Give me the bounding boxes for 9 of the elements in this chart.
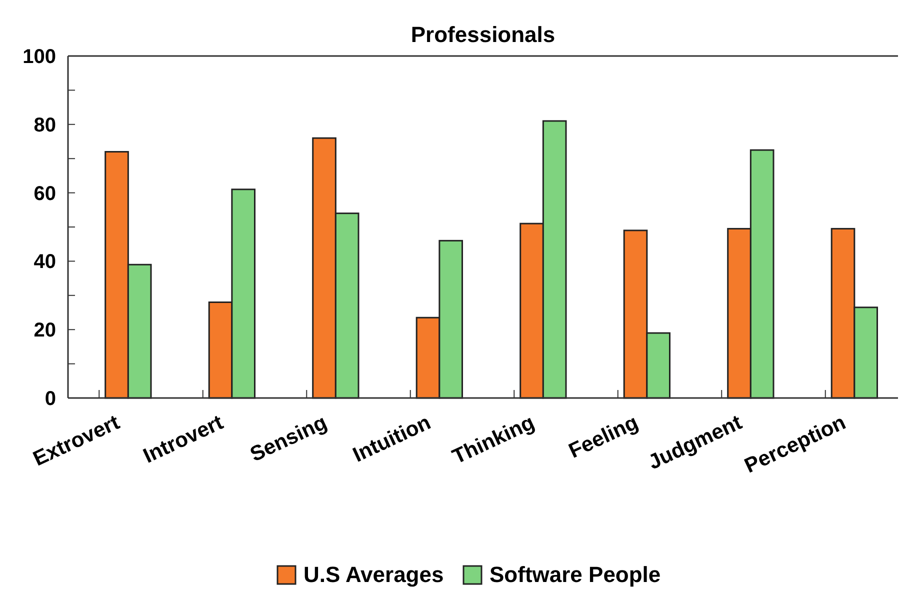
- y-tick-label: 60: [34, 182, 56, 205]
- y-tick-label: 40: [34, 251, 56, 274]
- y-tick-label: 100: [22, 46, 56, 68]
- y-tick-label: 20: [34, 320, 56, 342]
- legend-label: Software People: [490, 562, 661, 587]
- legend-label: U.S Averages: [304, 562, 444, 587]
- y-tick-label: 0: [44, 388, 56, 410]
- chart-title: Professionals: [410, 22, 556, 47]
- y-tick-label: 80: [34, 114, 56, 136]
